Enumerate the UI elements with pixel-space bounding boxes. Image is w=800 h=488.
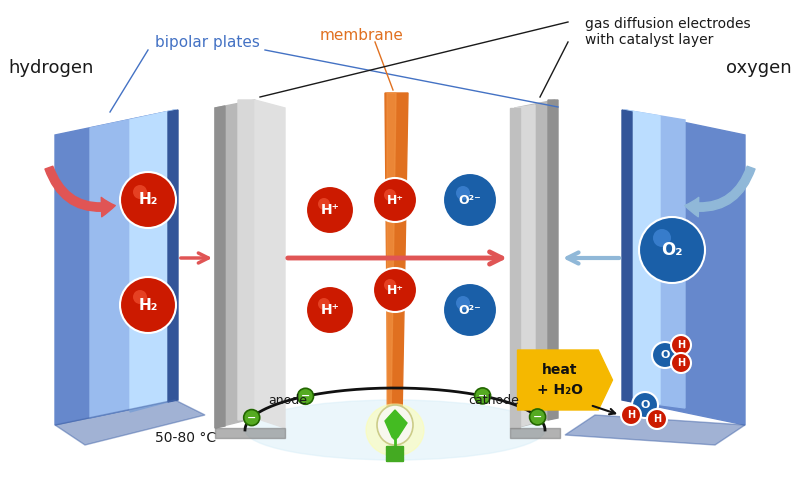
Circle shape <box>443 173 497 227</box>
Polygon shape <box>625 110 745 425</box>
Circle shape <box>474 388 490 404</box>
Polygon shape <box>55 400 205 445</box>
Circle shape <box>384 279 396 291</box>
Circle shape <box>298 388 314 404</box>
Text: cathode: cathode <box>468 393 519 407</box>
Polygon shape <box>510 428 560 438</box>
FancyBboxPatch shape <box>386 447 403 451</box>
Text: membrane: membrane <box>320 27 404 42</box>
Text: O₂: O₂ <box>662 241 682 259</box>
Ellipse shape <box>366 404 424 456</box>
Polygon shape <box>387 93 396 420</box>
Text: anode: anode <box>268 393 307 407</box>
Text: O: O <box>640 400 650 410</box>
Text: H₂: H₂ <box>138 192 158 207</box>
Polygon shape <box>625 110 685 408</box>
Circle shape <box>120 277 176 333</box>
Text: H₂: H₂ <box>138 298 158 312</box>
Text: H⁺: H⁺ <box>386 284 403 297</box>
FancyArrowPatch shape <box>45 166 115 217</box>
Polygon shape <box>510 108 520 428</box>
Text: heat: heat <box>542 363 578 377</box>
Circle shape <box>621 405 641 425</box>
Polygon shape <box>385 410 407 440</box>
Ellipse shape <box>377 405 413 445</box>
Circle shape <box>306 286 354 334</box>
Circle shape <box>632 392 658 418</box>
Text: + H₂O: + H₂O <box>537 383 583 397</box>
Polygon shape <box>565 415 745 445</box>
Polygon shape <box>215 428 285 438</box>
Text: −: − <box>247 412 256 423</box>
Circle shape <box>244 409 260 426</box>
Text: 50-80 °C: 50-80 °C <box>155 431 216 445</box>
Circle shape <box>671 353 691 373</box>
Text: H: H <box>653 414 661 424</box>
Polygon shape <box>518 350 613 410</box>
Text: H: H <box>677 358 685 368</box>
Circle shape <box>306 186 354 234</box>
Text: oxygen: oxygen <box>726 59 792 77</box>
Polygon shape <box>215 106 225 428</box>
Circle shape <box>318 198 330 210</box>
Circle shape <box>671 335 691 355</box>
Ellipse shape <box>245 400 545 460</box>
Text: hydrogen: hydrogen <box>8 59 94 77</box>
Circle shape <box>318 298 330 310</box>
Circle shape <box>530 409 546 425</box>
Text: O: O <box>660 350 670 360</box>
Circle shape <box>443 283 497 337</box>
Text: H⁺: H⁺ <box>321 303 339 317</box>
Polygon shape <box>622 110 632 402</box>
Circle shape <box>373 268 417 312</box>
Polygon shape <box>238 100 255 420</box>
Polygon shape <box>55 110 175 425</box>
Text: bipolar plates: bipolar plates <box>154 35 259 49</box>
Text: −: − <box>301 391 310 401</box>
Polygon shape <box>515 105 535 428</box>
Circle shape <box>133 290 147 304</box>
Polygon shape <box>548 100 558 420</box>
Polygon shape <box>215 100 255 428</box>
Polygon shape <box>255 100 285 428</box>
Text: −: − <box>533 412 542 422</box>
Circle shape <box>653 229 671 247</box>
Circle shape <box>456 296 470 310</box>
Polygon shape <box>130 110 175 412</box>
Polygon shape <box>625 110 660 404</box>
Text: H: H <box>677 340 685 350</box>
Text: H⁺: H⁺ <box>386 194 403 206</box>
Circle shape <box>456 186 470 200</box>
Polygon shape <box>90 110 175 418</box>
FancyBboxPatch shape <box>386 456 403 462</box>
Text: −: − <box>478 391 487 401</box>
Text: O²⁻: O²⁻ <box>458 194 482 206</box>
Circle shape <box>639 217 705 283</box>
Circle shape <box>652 342 678 368</box>
Polygon shape <box>168 110 178 402</box>
Text: H: H <box>627 410 635 420</box>
Circle shape <box>373 178 417 222</box>
Circle shape <box>133 185 147 199</box>
Circle shape <box>384 189 396 201</box>
Text: H⁺: H⁺ <box>321 203 339 217</box>
Polygon shape <box>385 93 408 420</box>
FancyArrowPatch shape <box>685 166 755 217</box>
Circle shape <box>120 172 176 228</box>
Text: gas diffusion electrodes
with catalyst layer: gas diffusion electrodes with catalyst l… <box>585 17 750 47</box>
Polygon shape <box>515 100 555 428</box>
Text: O²⁻: O²⁻ <box>458 304 482 317</box>
FancyBboxPatch shape <box>386 451 403 456</box>
Circle shape <box>647 409 667 429</box>
